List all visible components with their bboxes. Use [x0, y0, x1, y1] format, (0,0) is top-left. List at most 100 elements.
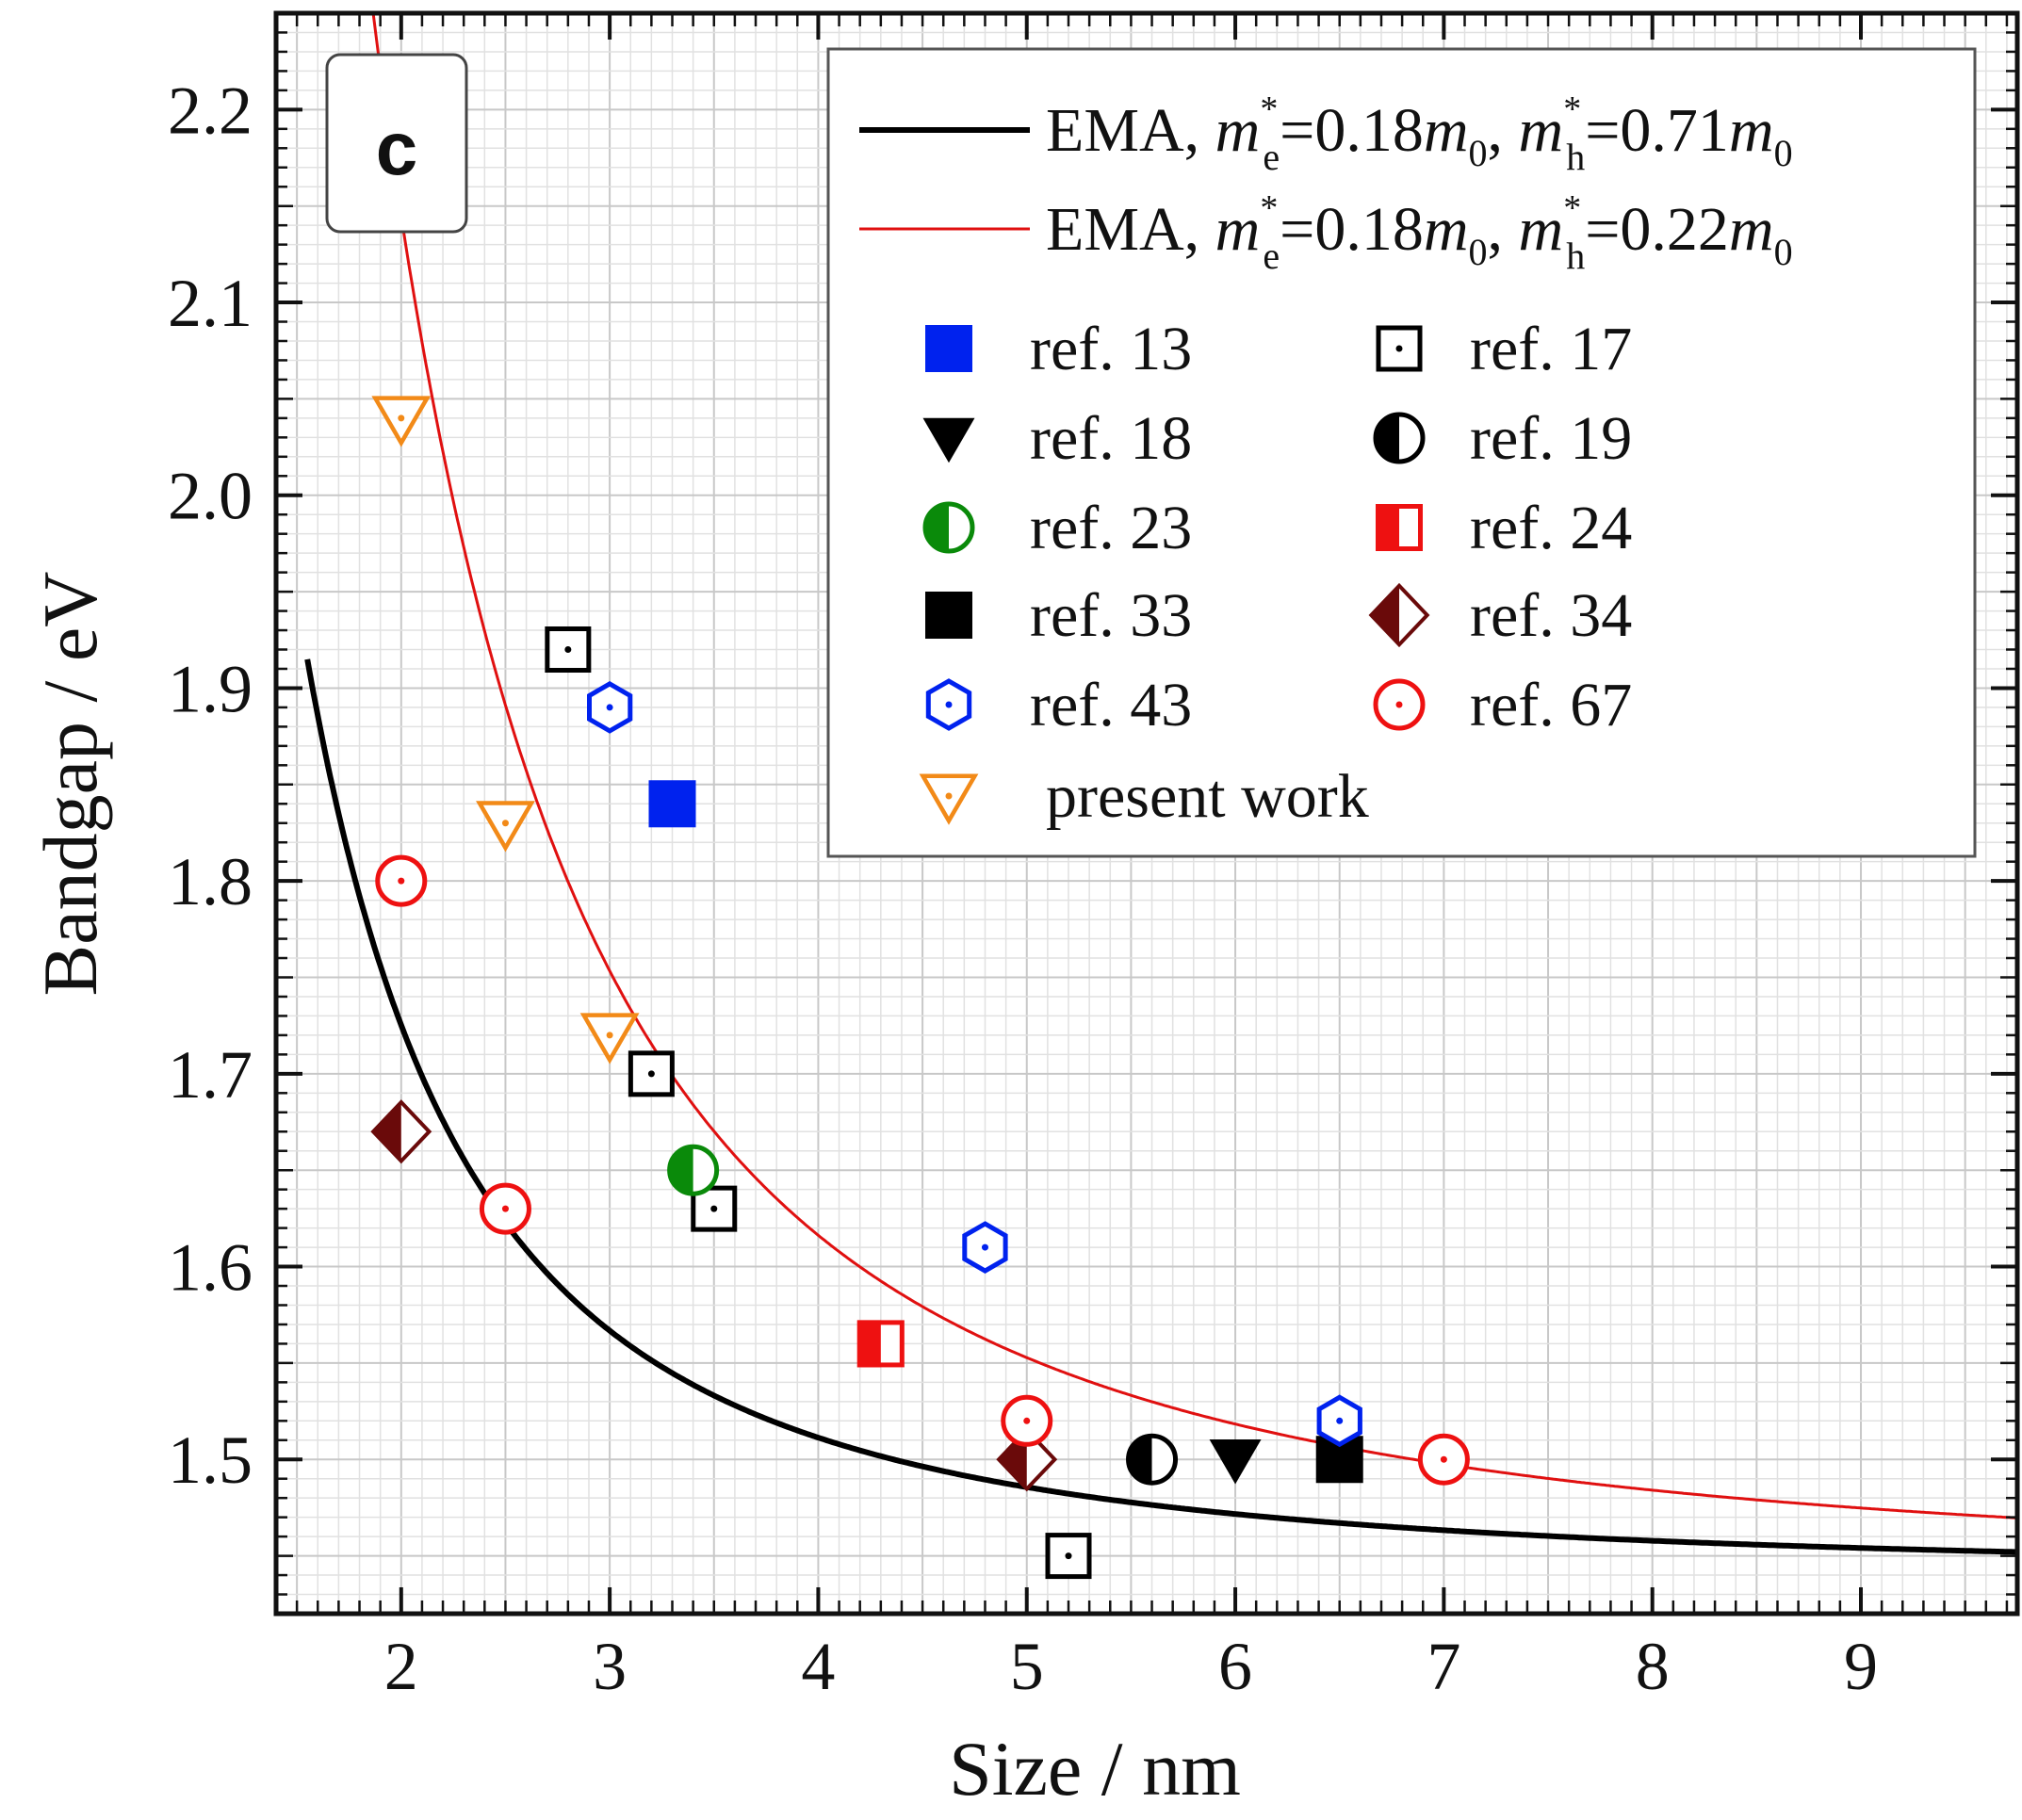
data-point-ref-67	[1001, 1394, 1053, 1447]
legend-label-part: h	[1566, 136, 1585, 178]
ema-curves	[304, 13, 2017, 1555]
legend-entry-label: ref. 17	[1470, 315, 1632, 383]
panel-label: c	[376, 106, 418, 190]
legend-entry-label: ref. 67	[1470, 671, 1632, 739]
marker-center-dot	[1395, 345, 1403, 352]
legend-marker-ref-34	[1368, 582, 1430, 648]
data-point-ref-13	[648, 780, 696, 828]
marker-shape	[925, 325, 972, 372]
marker-center-dot	[1336, 1417, 1344, 1424]
data-point-ref-43	[1316, 1394, 1362, 1448]
legend-label-part: 0	[1774, 231, 1793, 273]
x-tick-label: 4	[801, 1629, 835, 1704]
legend-marker-ref-24	[1376, 504, 1423, 551]
legend-label-part: *	[1563, 188, 1581, 228]
marker-center-dot	[1065, 1552, 1072, 1560]
x-tick-label: 3	[593, 1629, 627, 1704]
legend-label-part: =0.22	[1585, 195, 1729, 264]
legend-label-part: ,	[1488, 195, 1519, 264]
data-point-ref-17	[545, 626, 592, 674]
marker-fill-half	[1376, 504, 1399, 551]
marker-shape	[545, 626, 592, 674]
data-point-ref-17	[628, 1050, 675, 1097]
data-point-ref-67	[375, 854, 428, 907]
legend-marker-ref-23	[922, 501, 975, 554]
y-tick-label: 2.1	[168, 266, 253, 341]
marker-fill-half	[856, 1320, 881, 1368]
legend-label-part: 0	[1469, 231, 1488, 273]
y-tick-label: 1.7	[168, 1037, 253, 1113]
legend-entry-label: ref. 13	[1030, 315, 1192, 383]
legend-label-part: m	[1519, 195, 1564, 264]
legend-entry-label: ref. 23	[1030, 494, 1192, 562]
data-point-ref-43	[962, 1221, 1008, 1274]
legend-label-part: =0.18	[1280, 96, 1424, 165]
legend-entry-label: ref. 18	[1030, 404, 1192, 473]
legend-label-part: ,	[1488, 96, 1519, 165]
legend-label-part: m	[1215, 96, 1261, 165]
legend-label-1: EMA, m* e=0.18m0, m* h=0.71m0	[1046, 89, 1793, 178]
legend-label-part: m	[1729, 195, 1774, 264]
marker-fill-half	[1128, 1436, 1152, 1484]
legend-label-part: m	[1729, 96, 1774, 165]
legend-label-part: e	[1263, 136, 1280, 178]
x-tick-label: 2	[384, 1629, 418, 1704]
legend-label-part: e	[1263, 235, 1280, 277]
marker-center-dot	[606, 1032, 613, 1039]
legend-marker-ref-13	[925, 325, 972, 372]
legend-marker-present-work	[919, 773, 979, 825]
legend-label-part: m	[1424, 195, 1469, 264]
x-tick-label: 6	[1218, 1629, 1252, 1704]
data-point-ref-67	[479, 1182, 531, 1235]
legend-label-part: *	[1260, 89, 1278, 129]
marker-center-dot	[945, 792, 953, 800]
marker-fill-half	[1371, 585, 1399, 645]
x-tick-label: 9	[1844, 1629, 1878, 1704]
marker-center-dot	[501, 820, 509, 827]
x-tick-label: 5	[1010, 1629, 1044, 1704]
legend-marker-ref-67	[1373, 678, 1426, 731]
marker-center-dot	[647, 1070, 655, 1078]
ema-curve-1	[304, 658, 2017, 1555]
marker-center-dot	[398, 414, 405, 422]
x-tick-label: 7	[1427, 1629, 1460, 1704]
legend-label-part: h	[1566, 235, 1585, 277]
y-tick-label: 1.9	[168, 651, 253, 726]
legend-label-part: *	[1563, 89, 1581, 129]
data-point-ref-17	[1045, 1533, 1092, 1580]
legend-entry-label: ref. 43	[1030, 671, 1192, 739]
marker-center-dot	[564, 646, 572, 654]
ema-curve-2	[371, 13, 2017, 1519]
data-point-ref-34	[370, 1099, 432, 1164]
marker-fill-half	[669, 1146, 693, 1194]
legend-marker-ref-17	[1376, 325, 1423, 372]
data-points	[370, 396, 1470, 1580]
marker-center-dot	[501, 1205, 509, 1212]
marker-shape	[925, 592, 972, 639]
data-point-ref-24	[856, 1320, 905, 1368]
axis-labels: Size / nm Bandgap / eV	[27, 572, 1241, 1812]
legend-label-part: 0	[1774, 132, 1793, 174]
y-tick-label: 1.5	[168, 1422, 253, 1498]
data-point-present-work	[579, 1013, 640, 1064]
data-point-ref-19	[1126, 1433, 1179, 1486]
x-tick-label: 8	[1636, 1629, 1670, 1704]
marker-center-dot	[606, 704, 613, 711]
legend-entry-label: ref. 34	[1470, 581, 1632, 650]
legend-label-part: 0	[1469, 132, 1488, 174]
marker-fill-half	[1376, 414, 1399, 462]
legend-label-part: =0.71	[1585, 96, 1729, 165]
marker-center-dot	[1395, 701, 1403, 708]
legend-label-part: m	[1215, 195, 1261, 264]
marker-center-dot	[1440, 1455, 1447, 1463]
plot-frame	[273, 10, 2020, 1617]
data-point-ref-43	[587, 681, 633, 734]
legend-label-part: EMA,	[1046, 195, 1215, 264]
data-point-ref-23	[667, 1144, 720, 1196]
marker-fill-half	[925, 504, 949, 551]
marker-center-dot	[1023, 1417, 1031, 1424]
y-tick-label: 2.0	[168, 459, 253, 534]
marker-center-dot	[710, 1205, 718, 1212]
